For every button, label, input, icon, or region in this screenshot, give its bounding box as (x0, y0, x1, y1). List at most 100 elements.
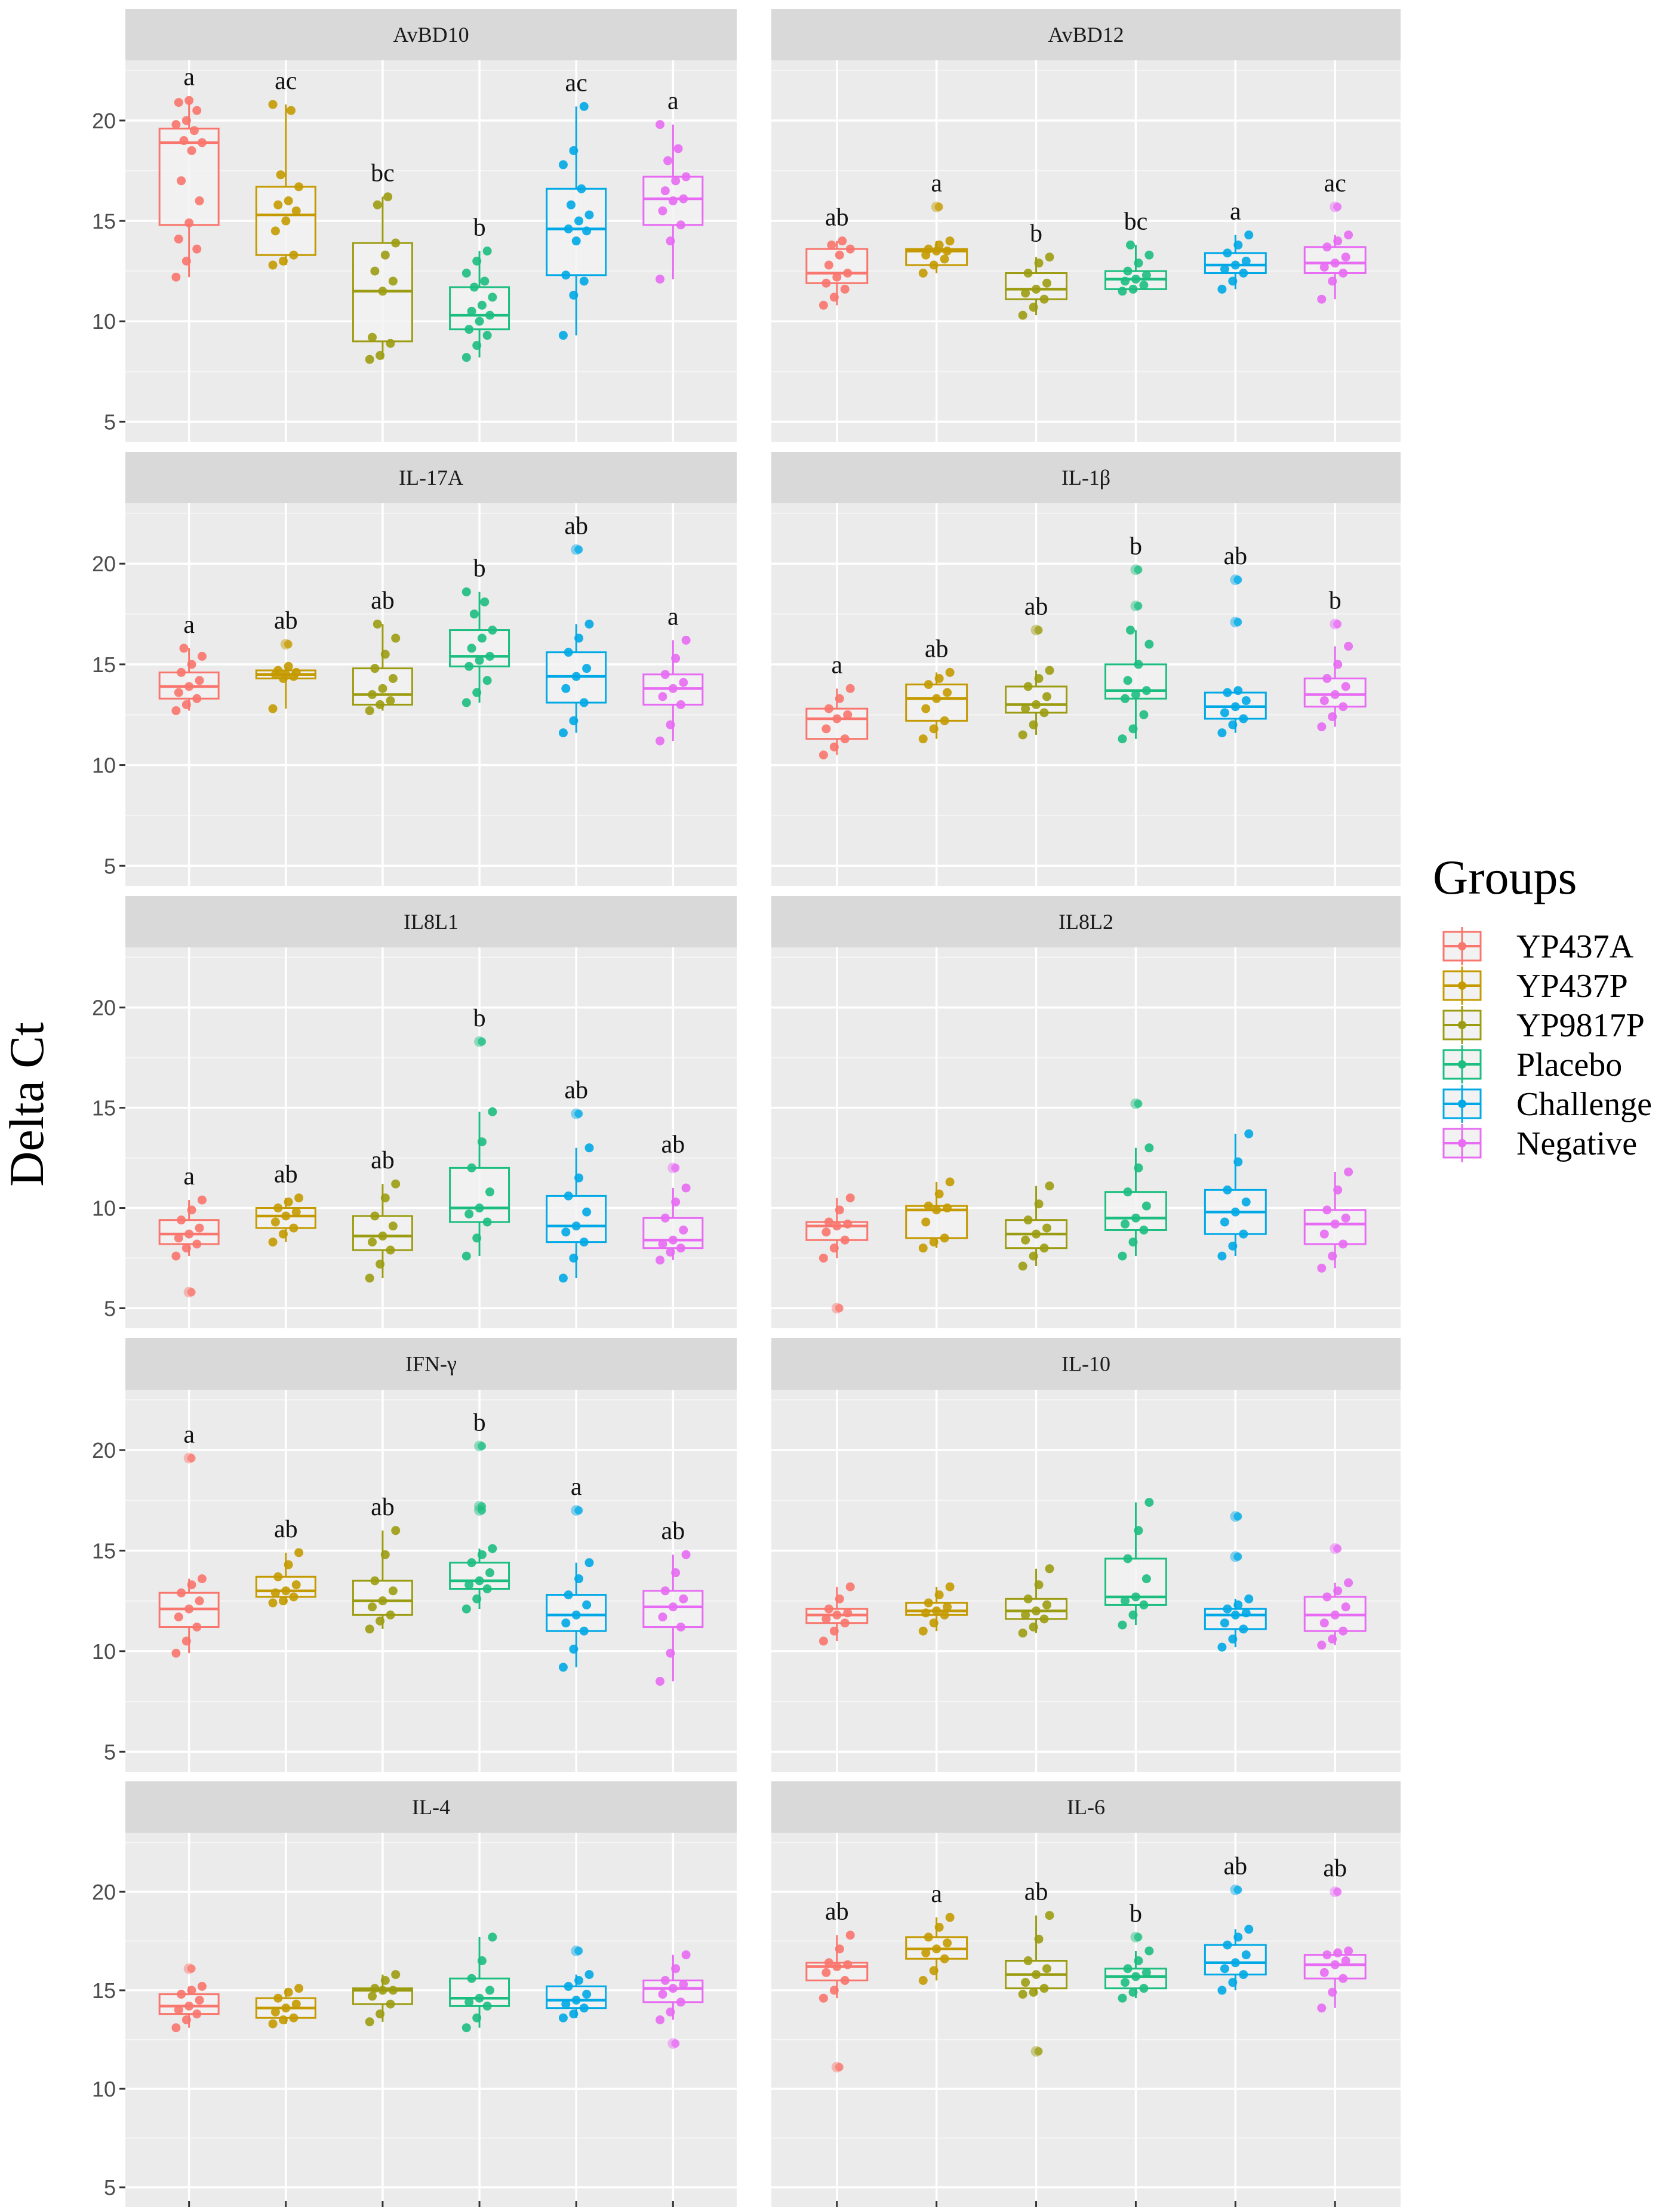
data-point (1039, 1614, 1049, 1624)
data-point (1244, 1129, 1254, 1138)
significance-letter: ab (1024, 593, 1048, 621)
data-point (1023, 1594, 1033, 1603)
data-point (827, 240, 836, 250)
box-YP9817P: ab (352, 587, 413, 715)
data-point (378, 684, 387, 693)
data-point (1341, 1956, 1350, 1965)
significance-letter: b (1130, 532, 1142, 560)
panel-background (125, 947, 737, 1328)
data-point (1220, 1217, 1229, 1227)
significance-letter: ab (925, 635, 949, 663)
box-Placebo (449, 1932, 510, 2033)
data-point (1023, 1956, 1033, 1965)
data-point (1228, 1241, 1238, 1251)
data-point (174, 98, 183, 107)
data-point (1144, 250, 1154, 260)
data-point (924, 680, 933, 690)
data-point (663, 156, 673, 165)
box-Placebo (1104, 1098, 1167, 1261)
data-point (569, 716, 579, 725)
data-point (671, 654, 681, 663)
data-point (1032, 700, 1041, 709)
data-point (1125, 626, 1135, 635)
box-YP9817P (1005, 1181, 1068, 1271)
data-point (821, 724, 831, 734)
data-point (574, 633, 584, 643)
data-point (681, 1950, 691, 1960)
data-point (1029, 1987, 1038, 1997)
data-point (1141, 1968, 1151, 1977)
significance-letter: b (1130, 1900, 1142, 1928)
panel-strip (771, 452, 1401, 503)
data-point (1032, 284, 1041, 294)
data-point (829, 293, 839, 302)
data-point (579, 1238, 589, 1247)
outlier-point (835, 2063, 844, 2071)
box (546, 187, 607, 276)
data-point (482, 676, 492, 685)
data-point (388, 674, 398, 684)
data-point (1341, 682, 1350, 691)
panel-title: IL8L2 (1059, 910, 1113, 934)
data-point (1230, 260, 1240, 270)
data-point (485, 651, 494, 661)
data-point (1023, 682, 1033, 691)
box (255, 1575, 316, 1598)
outlier-point (1134, 1932, 1143, 1941)
box-YP437A: a (158, 1163, 220, 1298)
data-point (482, 2001, 492, 2011)
significance-letter: ab (371, 1147, 395, 1174)
data-point (921, 1608, 931, 1618)
data-point (1317, 722, 1327, 731)
data-point (673, 144, 683, 153)
data-point (171, 1251, 181, 1261)
data-point (469, 282, 479, 292)
data-point (1339, 1626, 1348, 1636)
box (1104, 1191, 1167, 1231)
panel-title: IL-17A (399, 466, 463, 490)
data-point (189, 126, 199, 136)
data-point (472, 256, 482, 266)
data-point (289, 1223, 299, 1233)
box-YP437P (905, 1177, 968, 1253)
data-point (270, 1217, 280, 1227)
data-point (564, 1590, 573, 1600)
data-point (1039, 1243, 1049, 1253)
significance-letter: b (473, 214, 486, 242)
box-Negative: ac (1303, 170, 1367, 304)
significance-letter: a (183, 611, 195, 639)
data-point (1341, 253, 1350, 262)
outlier-point (574, 545, 583, 554)
data-point (1039, 294, 1049, 304)
data-point (195, 676, 204, 685)
data-point (464, 1997, 474, 2007)
data-point (475, 655, 484, 665)
data-point (485, 1986, 494, 1995)
data-point (386, 1610, 395, 1620)
significance-letter: bc (1124, 208, 1148, 235)
data-point (832, 1962, 842, 1971)
box (1104, 663, 1167, 700)
data-point (177, 1990, 186, 1999)
significance-letter: a (831, 651, 842, 679)
data-point (564, 1981, 573, 1991)
data-point (579, 1626, 589, 1636)
data-point (676, 1243, 685, 1253)
outlier-point (478, 1037, 487, 1046)
data-point (940, 1233, 949, 1243)
legend-label: Negative (1516, 1125, 1637, 1162)
box-Negative (1303, 1167, 1367, 1273)
panel-background (771, 503, 1401, 886)
box-YP437P: ab (255, 607, 316, 713)
data-point (1029, 1622, 1038, 1632)
data-point (1118, 734, 1127, 744)
data-point (391, 238, 401, 248)
data-point (571, 1221, 581, 1231)
data-point (480, 276, 490, 286)
data-point (197, 1981, 207, 1991)
data-point (278, 256, 288, 266)
data-point (1317, 1263, 1327, 1273)
outlier-point (1333, 202, 1342, 211)
significance-letter: ab (1223, 543, 1247, 570)
legend-key-point (1458, 942, 1466, 950)
